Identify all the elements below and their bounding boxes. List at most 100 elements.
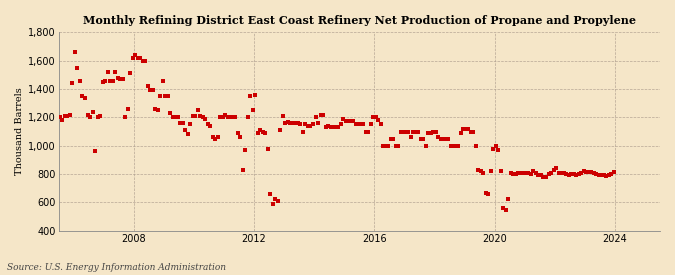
Point [277,114,288,118]
Point [466,129,477,134]
Point [160,94,171,98]
Point [238,168,248,173]
Point [390,144,401,148]
Point [217,115,228,120]
Point [375,122,386,127]
Point [100,78,111,83]
Point [353,122,364,127]
Point [257,129,268,134]
Point [280,121,291,125]
Point [573,172,584,176]
Point [541,175,551,179]
Point [112,75,123,80]
Point [235,135,246,139]
Point [413,129,424,134]
Point [105,78,115,83]
Point [170,115,181,120]
Point [90,149,101,153]
Point [140,59,151,63]
Point [95,114,105,118]
Point [40,65,51,70]
Point [378,144,389,148]
Point [42,61,53,66]
Point [333,125,344,130]
Point [355,122,366,127]
Point [568,172,579,176]
Point [180,128,190,132]
Point [605,172,616,176]
Point [338,117,348,121]
Title: Monthly Refining District East Coast Refinery Net Production of Propane and Prop: Monthly Refining District East Coast Ref… [83,15,636,26]
Point [545,170,556,175]
Point [526,172,537,176]
Point [535,173,546,178]
Point [240,148,250,152]
Point [470,144,481,148]
Point [491,144,502,148]
Point [450,144,461,148]
Point [270,197,281,201]
Point [47,97,58,101]
Point [172,115,183,120]
Point [67,81,78,86]
Point [362,129,373,134]
Point [365,122,376,127]
Point [162,94,173,98]
Point [433,135,443,139]
Point [516,170,526,175]
Point [498,206,509,210]
Point [586,170,597,174]
Point [107,78,118,83]
Point [248,108,259,112]
Y-axis label: Thousand Barrels: Thousand Barrels [15,88,24,175]
Point [45,84,55,88]
Point [49,98,60,103]
Point [115,77,126,81]
Point [578,169,589,174]
Point [207,135,218,139]
Point [405,135,416,139]
Point [75,78,86,83]
Point [65,112,76,117]
Point [385,136,396,141]
Point [603,173,614,178]
Point [418,136,429,141]
Point [72,65,83,70]
Point [561,172,572,176]
Point [283,119,294,124]
Point [350,122,361,127]
Point [308,122,319,127]
Point [130,53,140,57]
Point [102,70,113,74]
Point [245,94,256,98]
Text: Source: U.S. Energy Information Administration: Source: U.S. Energy Information Administ… [7,263,225,272]
Point [70,50,80,54]
Point [87,109,98,114]
Point [531,170,541,175]
Point [340,119,351,123]
Point [373,118,383,122]
Point [315,112,326,117]
Point [232,131,243,135]
Point [478,170,489,175]
Point [178,121,188,125]
Point [77,94,88,98]
Point [62,114,73,118]
Point [127,56,138,60]
Point [242,115,253,120]
Point [601,174,612,178]
Point [463,126,474,131]
Point [403,129,414,134]
Point [298,129,308,134]
Point [125,71,136,76]
Point [458,126,468,131]
Point [295,122,306,127]
Point [408,129,418,134]
Point [84,115,95,120]
Point [335,122,346,127]
Point [460,126,471,131]
Point [510,172,521,176]
Point [323,124,333,128]
Point [380,144,391,148]
Point [55,115,65,120]
